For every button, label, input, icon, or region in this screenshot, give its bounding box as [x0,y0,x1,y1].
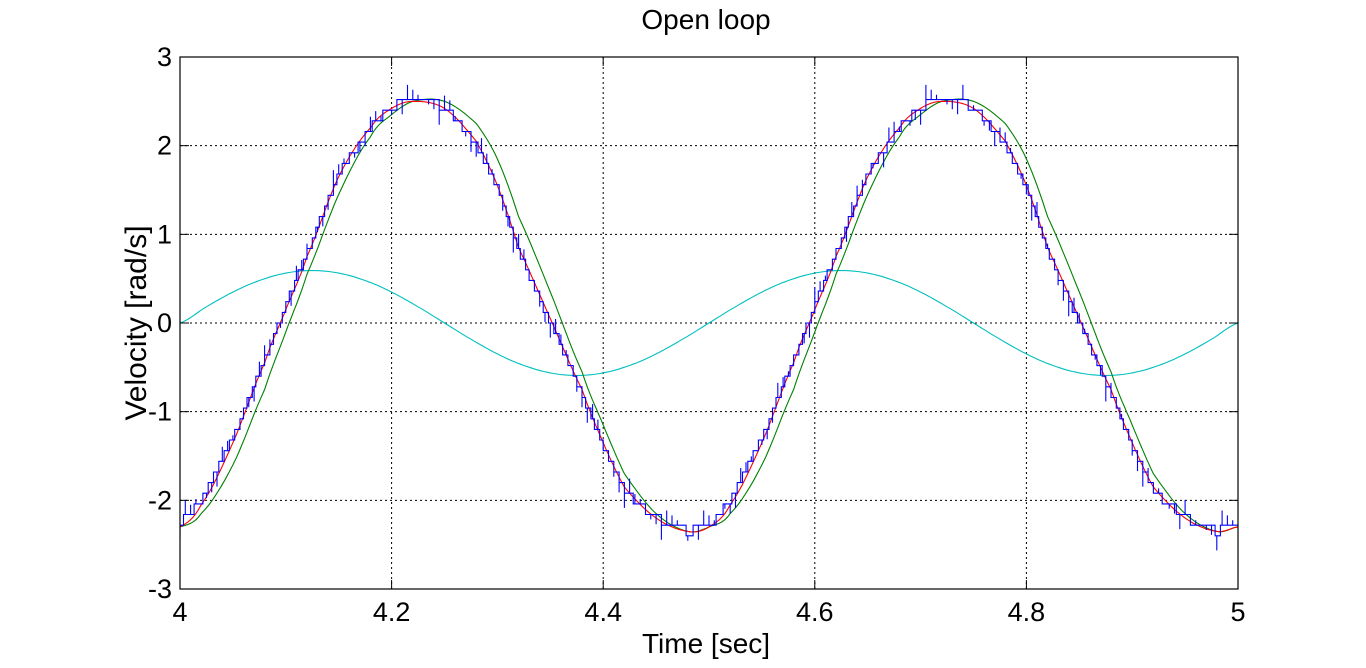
y-tick-label: -3 [148,574,172,604]
x-axis-label: Time [sec] [641,628,771,659]
x-tick-label: 4.4 [584,597,622,627]
x-tick-label: 4.6 [796,597,834,627]
chart-title: Open loop [641,4,771,35]
x-tick-label: 4.2 [373,597,411,627]
y-tick-label: 0 [157,308,172,338]
y-tick-label: -1 [148,397,172,427]
y-tick-label: 3 [157,42,172,72]
x-tick-label: 4.8 [1008,597,1046,627]
series-group [180,84,1238,551]
x-tick-label: 5 [1230,597,1245,627]
series-line-3 [180,269,1238,377]
series-line-0 [180,84,1238,551]
y-tick-label: 1 [157,219,172,249]
y-axis-label: Velocity [rad/s] [120,225,153,421]
x-tick-label: 4 [172,597,187,627]
y-tick-label: 2 [157,131,172,161]
y-tick-label: -2 [148,485,172,515]
